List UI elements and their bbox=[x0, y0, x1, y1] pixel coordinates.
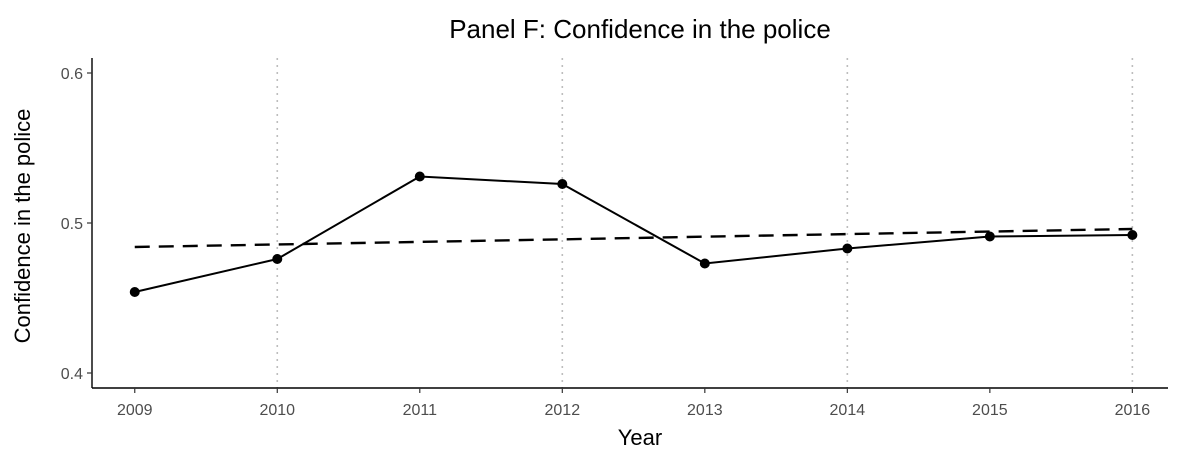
y-tick-label: 0.5 bbox=[61, 216, 83, 233]
series-layer bbox=[129, 171, 1138, 297]
data-point-2014 bbox=[842, 243, 853, 254]
data-point-2015 bbox=[984, 231, 995, 242]
data-point-2009 bbox=[129, 287, 140, 297]
tick-labels: 0.4 0.5 0.6 2009 2010 2011 2012 2013 2014 2015 201… bbox=[61, 66, 1151, 419]
x-tick-label: 2016 bbox=[1115, 402, 1151, 419]
x-tick-label: 2012 bbox=[545, 402, 581, 419]
data-point-2013 bbox=[699, 258, 710, 269]
data-point-2010 bbox=[272, 254, 283, 264]
x-tick-label: 2009 bbox=[117, 402, 153, 419]
y-axis-title: Confidence in the police bbox=[10, 109, 35, 344]
axes bbox=[87, 58, 1168, 393]
chart-title: Panel F: Confidence in the police bbox=[449, 14, 831, 44]
x-tick-label: 2011 bbox=[403, 402, 438, 419]
x-tick-label: 2015 bbox=[972, 402, 1008, 419]
data-point-2012 bbox=[557, 179, 568, 189]
data-point-2011 bbox=[414, 171, 425, 182]
data-point-2016 bbox=[1127, 230, 1138, 240]
y-tick-label: 0.4 bbox=[61, 366, 83, 383]
x-tick-label: 2013 bbox=[687, 402, 723, 419]
x-axis-title: Year bbox=[618, 425, 662, 450]
y-tick-label: 0.6 bbox=[61, 66, 83, 83]
x-tick-label: 2014 bbox=[830, 402, 866, 419]
x-tick-label: 2010 bbox=[259, 402, 295, 419]
reference-lines bbox=[276, 58, 1134, 388]
series-line-solid bbox=[134, 175, 1133, 293]
